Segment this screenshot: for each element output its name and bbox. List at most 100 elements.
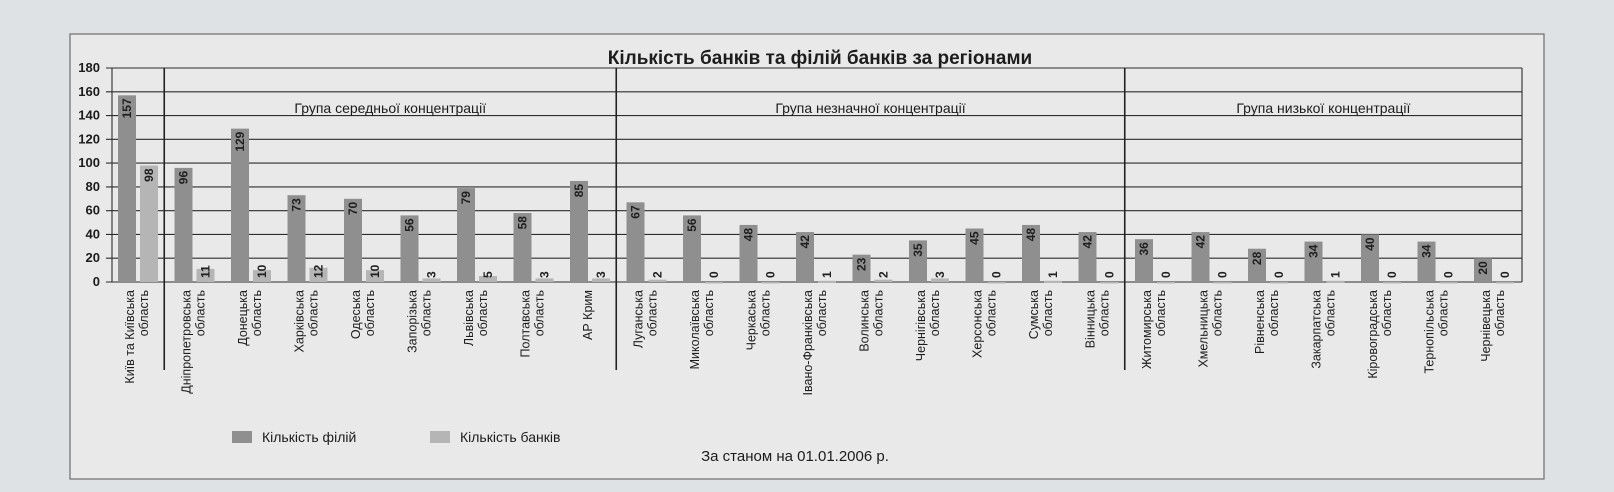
y-tick-label: 180 <box>78 60 100 75</box>
category-label: Чернігівськаобласть <box>914 290 942 361</box>
bar-banky <box>1157 282 1175 284</box>
bar-value-filii: 129 <box>233 131 247 151</box>
bar-banky <box>479 276 497 282</box>
group-dividers: Група середньої концентрації Група незнач… <box>163 68 1410 370</box>
category-label: Запорізькаобласть <box>406 290 434 353</box>
category-label: Львівськаобласть <box>462 290 490 346</box>
bar-value-banky: 0 <box>1385 271 1399 278</box>
category-label: Сумськаобласть <box>1027 290 1055 339</box>
bar-banky <box>1326 280 1345 283</box>
bar-filii <box>909 240 927 282</box>
category-label: Миколаївськаобласть <box>688 290 716 369</box>
bar-value-banky: 2 <box>877 271 891 278</box>
bar-value-filii: 70 <box>346 201 360 215</box>
category-label: Харківськаобласть <box>293 290 321 352</box>
category-label: АР Крим <box>581 290 595 340</box>
y-tick-label: 40 <box>86 226 100 241</box>
y-tick-label: 20 <box>86 250 100 265</box>
bar-banky <box>592 278 610 282</box>
bar-banky <box>818 280 836 283</box>
bar-value-banky: 0 <box>1159 271 1173 278</box>
category-label-line: область <box>307 290 321 336</box>
bar-banky <box>253 270 271 282</box>
category-label-line: область <box>1380 290 1394 336</box>
bar-banky <box>987 282 1006 284</box>
category-label: Чернівецькаобласть <box>1479 290 1507 362</box>
category-label: Вінницькаобласть <box>1084 290 1112 348</box>
bar-banky <box>705 282 723 284</box>
bar-filii <box>1135 239 1153 282</box>
bar-banky <box>309 267 328 282</box>
category-label-line: область <box>476 290 490 336</box>
category-label: Київ та Київськаобласть <box>123 290 151 384</box>
group-label: Група низької концентрації <box>1236 100 1410 116</box>
category-label-line: Волинська <box>858 290 872 352</box>
category-label-line: Чернівецька <box>1479 290 1493 362</box>
group-label: Група незначної концентрації <box>775 100 965 116</box>
y-tick-label: 100 <box>78 155 100 170</box>
bar-value-banky: 0 <box>1216 271 1230 278</box>
bar-banky <box>761 282 780 284</box>
category-label-line: Одеська <box>349 290 363 339</box>
bar-banky <box>874 279 893 282</box>
category-label-line: Кіровоградська <box>1366 290 1380 379</box>
bar-filii <box>1248 248 1266 282</box>
bar-value-banky: 98 <box>142 168 156 182</box>
category-label: Івано-Франківськаобласть <box>801 290 829 396</box>
bar-banky <box>1496 282 1514 284</box>
category-label-line: Херсонська <box>971 290 985 358</box>
category-label: Одеськаобласть <box>349 290 377 339</box>
bar-banky <box>366 270 384 282</box>
bar-value-banky: 0 <box>764 271 778 278</box>
category-label: Хмельницькаобласть <box>1197 290 1225 368</box>
category-label: Луганськаобласть <box>632 290 660 348</box>
legend-label-filii: Кількість філій <box>262 429 356 445</box>
category-labels: Київ та Київськаобласть Дніпропетровськао… <box>123 290 1507 396</box>
bar-value-filii: 96 <box>177 171 191 185</box>
category-label-line: Хмельницька <box>1197 290 1211 368</box>
bar-value-filii: 23 <box>855 257 869 271</box>
bar-value-filii: 48 <box>742 228 756 242</box>
category-label-line: Івано-Франківська <box>801 290 815 396</box>
category-label: Херсонськаобласть <box>971 290 999 358</box>
bar-filii <box>570 180 588 282</box>
chart-footnote: За станом на 01.01.2006 р. <box>701 448 889 465</box>
category-label-line: область <box>1267 290 1281 336</box>
category-label-line: Сумська <box>1027 290 1041 339</box>
category-label-line: область <box>250 290 264 336</box>
category-label-line: область <box>1154 290 1168 336</box>
bar-value-filii: 56 <box>685 218 699 232</box>
category-label-line: область <box>363 290 377 336</box>
bar-banky <box>1100 282 1119 284</box>
category-label-line: область <box>815 290 829 336</box>
legend-label-banky: Кількість банків <box>460 429 560 445</box>
y-tick-label: 160 <box>78 84 100 99</box>
bar-filii <box>683 215 701 282</box>
bar-filii <box>457 188 475 282</box>
bar-value-filii: 42 <box>798 235 812 249</box>
bar-filii <box>1474 258 1492 282</box>
bar-banky <box>1270 282 1288 284</box>
bar-value-filii: 40 <box>1363 237 1377 251</box>
bar-value-filii: 34 <box>1307 244 1321 258</box>
bar-filii <box>1191 232 1210 282</box>
bar-filii <box>1361 234 1379 282</box>
category-label: Полтавськаобласть <box>519 290 547 357</box>
bar-banky <box>1044 280 1062 283</box>
category-label: Житомирськаобласть <box>1140 290 1168 369</box>
category-label: Волинськаобласть <box>858 290 886 352</box>
bar-value-banky: 5 <box>481 271 495 278</box>
y-tick-label: 80 <box>86 179 100 194</box>
legend-swatch-filii <box>232 431 252 443</box>
bar-filii <box>344 198 362 282</box>
category-label-line: область <box>872 290 886 336</box>
category-label-line: Полтавська <box>519 290 533 357</box>
category-label: Рівненськаобласть <box>1253 290 1281 354</box>
bar-value-filii: 56 <box>403 218 417 232</box>
y-axis: 0 20 40 60 80 100 120 140 160 180 <box>78 60 100 289</box>
category-label-line: область <box>1437 290 1451 336</box>
bar-filii <box>796 232 814 282</box>
category-label-line: Тернопільська <box>1423 290 1437 374</box>
category-label-line: Вінницька <box>1084 290 1098 348</box>
